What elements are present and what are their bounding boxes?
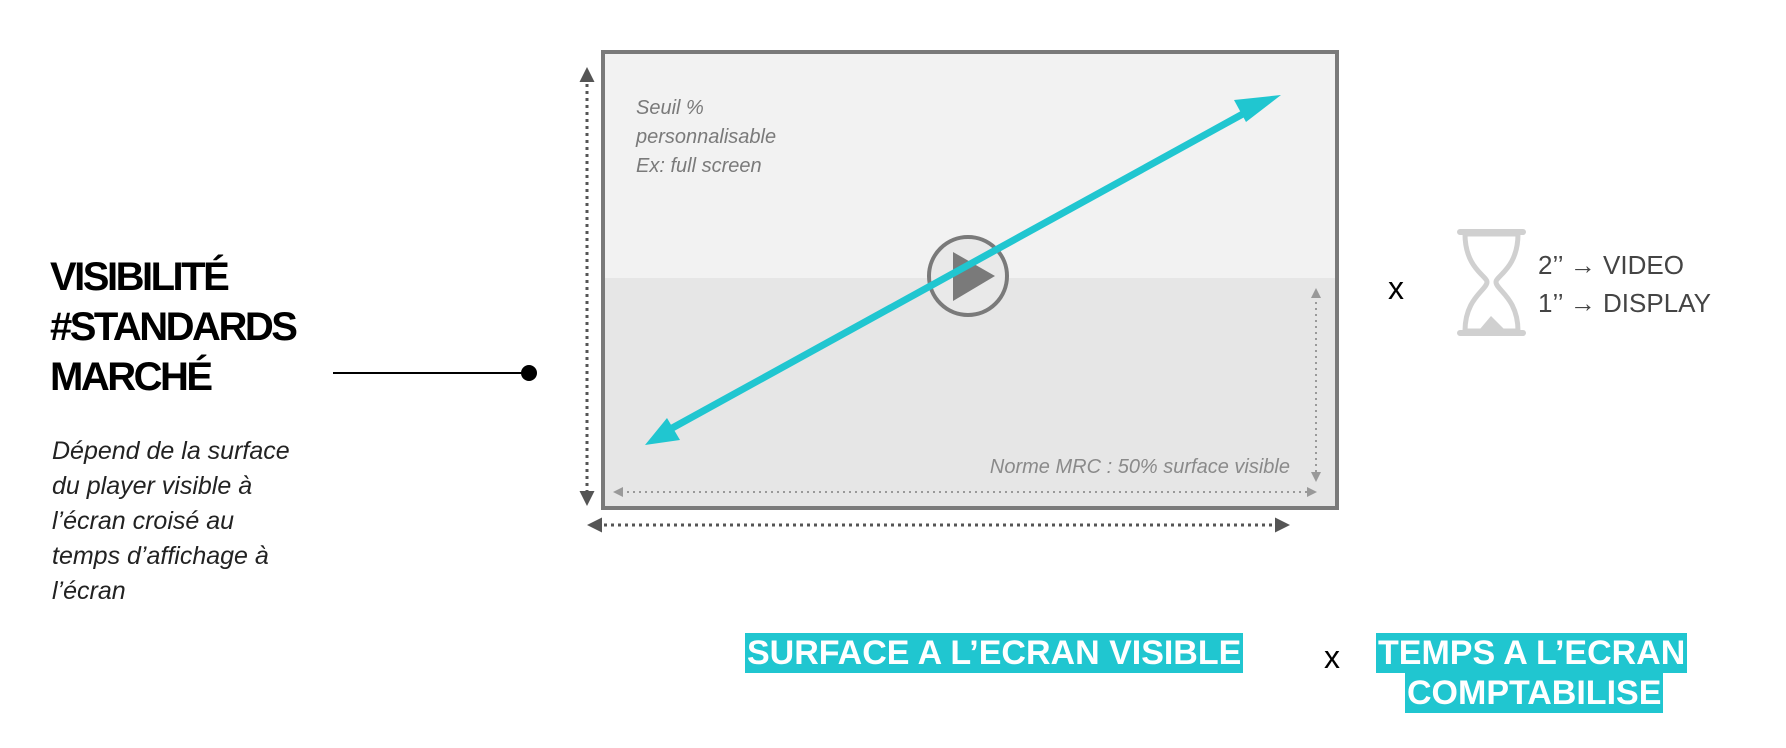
hourglass-icon bbox=[1457, 229, 1526, 336]
threshold-note-line: personnalisable bbox=[636, 126, 777, 148]
diagonal-arrowhead-top bbox=[1234, 95, 1281, 122]
connector-dot bbox=[521, 365, 537, 381]
title-line: VISIBILITÉ bbox=[50, 255, 230, 299]
threshold-note: Seuil % personnalisable Ex: full screen bbox=[636, 94, 776, 181]
multiply-sign: x bbox=[1388, 270, 1404, 306]
mrc-norm-label: Norme MRC : 50% surface visible bbox=[989, 456, 1290, 478]
formula-surface-term: SURFACE A L’ECRAN VISIBLE bbox=[745, 633, 1244, 673]
time-rule-video: 2’’ → VIDEO bbox=[1538, 250, 1684, 280]
formula-time-term-line2: COMPTABILISE bbox=[1405, 673, 1664, 713]
title-line: MARCHÉ bbox=[50, 355, 213, 399]
time-rule-display: 1’’ → DISPLAY bbox=[1538, 288, 1711, 318]
description-line: temps d’affichage à bbox=[52, 542, 269, 570]
formula-multiply-sign: x bbox=[1324, 639, 1340, 675]
diagonal-arrow bbox=[663, 106, 1252, 436]
page-title: VISIBILITÉ #STANDARDS MARCHÉ bbox=[50, 252, 298, 402]
description-line: l’écran croisé au bbox=[52, 507, 235, 535]
description: Dépend de la surface du player visible à… bbox=[52, 434, 352, 609]
threshold-note-line: Seuil % bbox=[636, 97, 704, 119]
description-line: l’écran bbox=[52, 577, 126, 605]
formula-time-term-line1: TEMPS A L’ECRAN bbox=[1376, 633, 1688, 673]
diagonal-arrowhead-bottom bbox=[645, 418, 680, 445]
time-rules: 2’’ → VIDEO 1’’ → DISPLAY bbox=[1538, 246, 1711, 322]
title-line: #STANDARDS bbox=[50, 305, 298, 349]
player-frame bbox=[601, 50, 1339, 510]
description-line: du player visible à bbox=[52, 472, 253, 500]
threshold-note-line: Ex: full screen bbox=[636, 155, 762, 177]
description-line: Dépend de la surface bbox=[52, 437, 290, 465]
